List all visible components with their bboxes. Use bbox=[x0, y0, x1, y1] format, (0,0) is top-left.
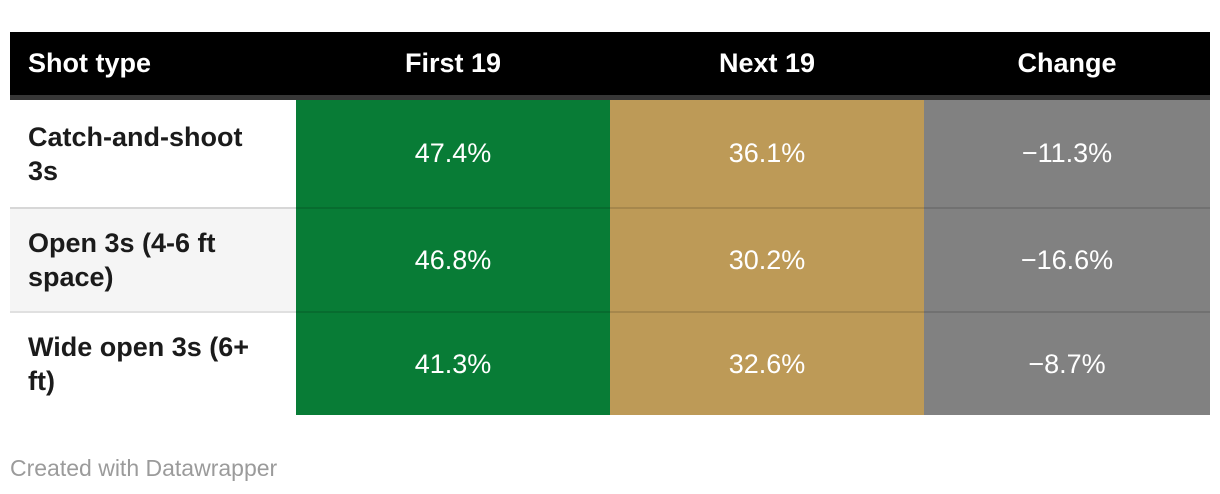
cell-next19: 30.2% bbox=[610, 207, 924, 311]
cell-first19: 46.8% bbox=[296, 207, 610, 311]
datawrapper-credit: Created with Datawrapper bbox=[10, 454, 1220, 483]
datawrapper-credit-link[interactable]: Created with Datawrapper bbox=[10, 455, 278, 481]
table-header-row: Shot type First 19 Next 19 Change bbox=[10, 32, 1210, 100]
datawrapper-table: Shot type First 19 Next 19 Change Catch-… bbox=[10, 32, 1210, 415]
cell-next19: 32.6% bbox=[610, 311, 924, 415]
row-label: Wide open 3s (6+ ft) bbox=[10, 311, 296, 415]
header-first-19: First 19 bbox=[404, 48, 502, 78]
table-row-wide-open-3s: Wide open 3s (6+ ft) 41.3% 32.6% −8.7% bbox=[10, 311, 1210, 415]
cell-first19: 41.3% bbox=[296, 311, 610, 415]
cell-change: −11.3% bbox=[924, 100, 1210, 207]
table-row-catch-and-shoot: Catch-and-shoot 3s 47.4% 36.1% −11.3% bbox=[10, 100, 1210, 207]
cell-change: −16.6% bbox=[924, 207, 1210, 311]
header-change: Change bbox=[1017, 48, 1117, 78]
cell-next19: 36.1% bbox=[610, 100, 924, 207]
header-shot-type: Shot type bbox=[28, 48, 152, 78]
row-label: Catch-and-shoot 3s bbox=[10, 100, 296, 207]
shot-type-table: Shot type First 19 Next 19 Change Catch-… bbox=[10, 32, 1210, 415]
header-next-19: Next 19 bbox=[718, 48, 816, 78]
cell-change: −8.7% bbox=[924, 311, 1210, 415]
table-row-open-3s: Open 3s (4-6 ft space) 46.8% 30.2% −16.6… bbox=[10, 207, 1210, 311]
row-label: Open 3s (4-6 ft space) bbox=[10, 207, 296, 311]
cell-first19: 47.4% bbox=[296, 100, 610, 207]
